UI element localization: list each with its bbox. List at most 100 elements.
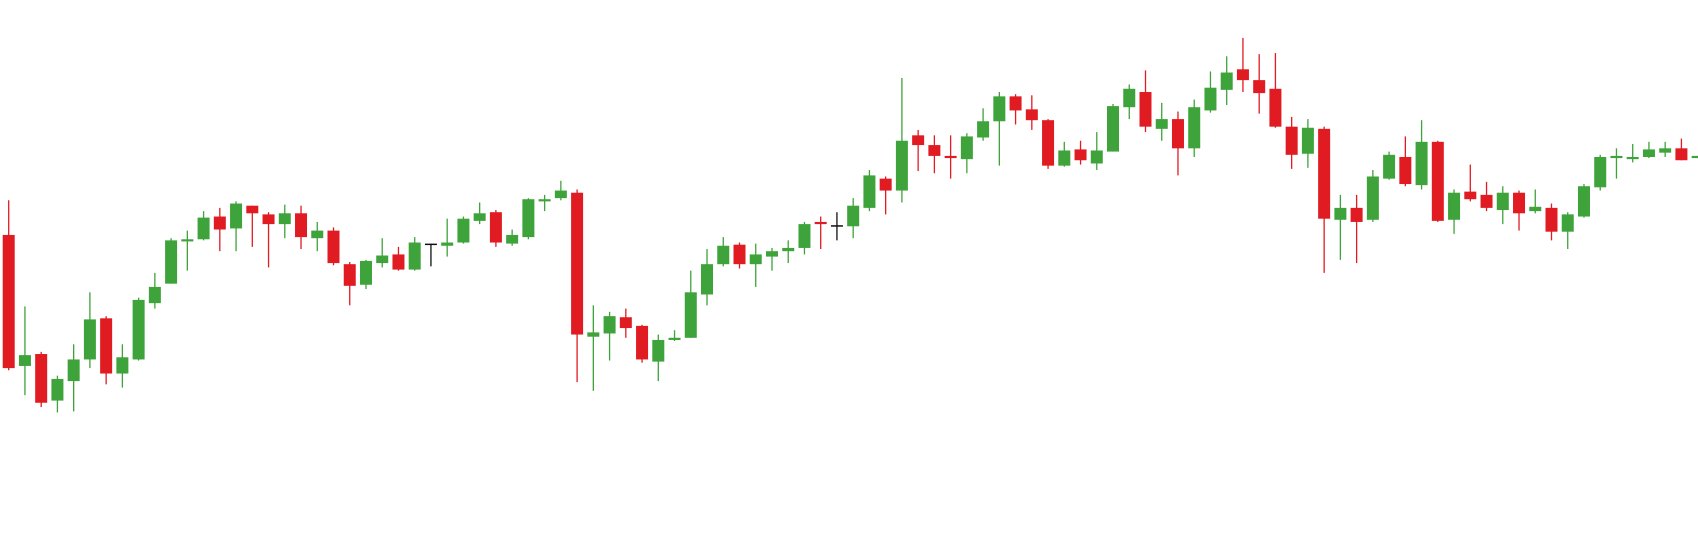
candle-body [1318,128,1331,219]
candle-body [879,178,892,191]
candle-body [1269,88,1282,127]
candle-body [603,316,616,334]
candle-body [197,217,210,240]
candle-body [554,190,567,199]
candle-body [993,96,1006,122]
candle-body [473,213,486,221]
candle-body [1301,127,1314,154]
candle-body [1399,156,1412,185]
candle-body [1513,192,1526,214]
candle-body [1236,69,1249,81]
candle-body [83,319,96,360]
candle-body [1496,192,1509,211]
candle-body [1448,192,1461,220]
candle-body [18,355,31,366]
candle-body [1594,156,1607,188]
candle-body [652,339,665,362]
candle-body [701,264,714,295]
candle-body [51,378,64,401]
candle-body [538,199,551,202]
candle-body [1577,186,1590,217]
candle-body [798,224,811,248]
candle-body [67,359,80,382]
candle-body [116,357,129,374]
candle-body [522,199,535,238]
candle-body [1155,119,1168,129]
candle-body [717,245,730,265]
candle-body [912,135,925,146]
candle-body [571,192,584,335]
candle-body [262,214,275,225]
candle-body [311,230,324,239]
candle-body [782,247,795,252]
candle-body [295,213,308,238]
candle-body [847,205,860,227]
candle-body [35,354,48,403]
candle-body [1204,87,1217,111]
candle-body [1107,106,1120,152]
candle-body [1188,107,1201,149]
candle-body [343,264,356,286]
candle-body [1626,156,1639,160]
candle-body [1123,88,1136,108]
candle-body [944,155,957,159]
candle-body [408,242,421,270]
candle-body [1480,194,1493,208]
candle-body [1350,207,1363,222]
candle-body [181,239,194,242]
candle-body [246,205,259,214]
candle-body [1334,207,1347,220]
candle-body [165,240,178,284]
candle-body [506,234,519,244]
candle-body [1090,150,1103,164]
candle-body [895,140,908,191]
candle-body [1285,126,1298,155]
candle-body [230,203,243,229]
candle-body [1691,155,1698,159]
candle-body [278,213,291,225]
candle-body [928,145,941,156]
candle-body [1171,119,1184,149]
candle-body [1561,214,1574,232]
candle-body [1529,206,1542,212]
candle-body [765,251,778,257]
candle-body [1545,207,1558,232]
candle-body [619,317,632,329]
candle-body [1042,120,1055,166]
candle-body [100,318,113,374]
candle-body [863,175,876,208]
candle-body [392,254,405,270]
candle-body [668,337,681,340]
candle-body [1139,92,1152,127]
candle-body [327,230,340,264]
candle-body [376,255,389,264]
candle-body [132,299,145,360]
candle-body [749,254,762,265]
candle-body [1659,148,1672,153]
candle-body [1415,141,1428,186]
candle-body [213,216,226,230]
candle-body [1058,150,1071,166]
candle-body [489,212,502,243]
candle-body [359,260,372,285]
candle-body [814,221,827,225]
candle-body [1025,109,1038,121]
candle-body [1220,72,1233,90]
candle-body [1009,96,1022,111]
candle-body [830,225,843,227]
candle-body [977,121,990,138]
candle-body [1610,155,1623,159]
candle-body [587,332,600,337]
candle-body [424,243,437,246]
candle-body [1642,149,1655,157]
candle-body [1464,191,1477,200]
candle-body [960,136,973,160]
candle-body [1253,80,1266,94]
candle-body [1366,176,1379,220]
candle-body [1675,148,1688,161]
candle-body [636,325,649,360]
candle-body [457,218,470,243]
candle-body [1074,149,1087,161]
